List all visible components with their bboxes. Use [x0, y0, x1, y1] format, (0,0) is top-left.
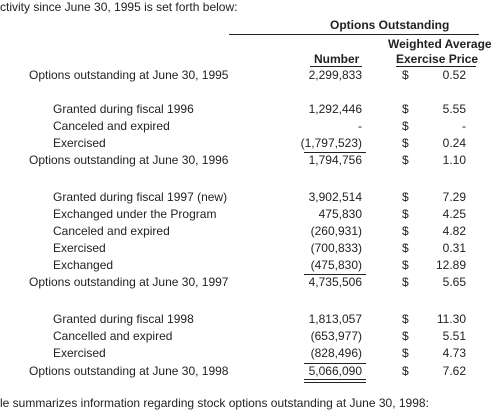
row-price: 5.65	[442, 275, 466, 289]
row-label: Options outstanding at June 30, 1996	[29, 153, 229, 167]
row-dollar-sign: $	[402, 241, 409, 255]
row-price: 12.89	[435, 258, 466, 272]
row-number: 3,902,514	[308, 190, 362, 204]
row-dollar-sign: $	[402, 275, 409, 289]
row-price: 5.51	[442, 329, 466, 343]
row-dollar-sign: $	[402, 329, 409, 343]
row-dollar-sign: $	[402, 190, 409, 204]
row-price: 0.24	[442, 136, 466, 150]
subtotal-rule-1997	[304, 274, 366, 275]
row-number: (475,830)	[310, 258, 362, 272]
header-options-outstanding: Options Outstanding	[330, 18, 450, 32]
row-label: Exchanged	[53, 258, 114, 272]
row-price: 1.10	[442, 153, 466, 167]
row-number: 5,066,090	[308, 364, 362, 378]
row-label: Exercised	[53, 136, 106, 150]
row-price: 7.29	[442, 190, 466, 204]
row-label: Canceled and expired	[53, 224, 170, 238]
row-price: 5.55	[442, 102, 466, 116]
row-price: 0.52	[442, 68, 466, 82]
row-price: 11.30	[436, 312, 466, 326]
row-label: Granted during fiscal 1998	[53, 312, 194, 326]
row-number: (828,496)	[310, 346, 362, 360]
row-price: 4.73	[442, 346, 466, 360]
row-label: Options outstanding at June 30, 1998	[29, 364, 229, 378]
intro-text: ctivity since June 30, 1995 is set forth…	[0, 0, 238, 14]
row-price: 4.25	[442, 207, 466, 221]
row-number: (1,797,523)	[300, 136, 362, 150]
row-dollar-sign: $	[402, 364, 409, 378]
row-number: (653,977)	[310, 329, 362, 343]
row-price: 7.62	[442, 364, 466, 378]
row-label: Exercised	[53, 346, 106, 360]
row-number: (700,833)	[310, 241, 362, 255]
row-number: 4,735,506	[308, 275, 362, 289]
header-exercise-price: Exercise Price	[396, 52, 479, 66]
header-rule	[229, 34, 479, 35]
row-label: Options outstanding at June 30, 1997	[29, 275, 229, 289]
row-number: 1,292,446	[308, 102, 362, 116]
subtotal-rule-1998	[304, 363, 366, 364]
row-number: 2,299,833	[308, 68, 362, 82]
row-number: 1,813,057	[308, 312, 362, 326]
row-price: -	[462, 119, 466, 133]
row-label: Exchanged under the Program	[53, 207, 217, 221]
row-dollar-sign: $	[402, 102, 409, 116]
row-dollar-sign: $	[402, 312, 409, 326]
row-label: Exercised	[53, 241, 106, 255]
row-number: 475,830	[318, 207, 362, 221]
total-double-rule	[304, 379, 366, 383]
row-dollar-sign: $	[402, 258, 409, 272]
row-dollar-sign: $	[402, 207, 409, 221]
row-price: 0.31	[442, 241, 466, 255]
row-label: Granted during fiscal 1996	[53, 102, 194, 116]
summary-text: le summarizes information regarding stoc…	[0, 396, 429, 410]
row-label: Granted during fiscal 1997 (new)	[53, 190, 228, 204]
row-dollar-sign: $	[402, 153, 409, 167]
row-number: -	[358, 119, 362, 133]
number-header-underline	[310, 66, 362, 67]
subtotal-rule-1996	[304, 152, 366, 153]
row-dollar-sign: $	[402, 224, 409, 238]
row-label: Options outstanding at June 30, 1995	[29, 68, 229, 82]
row-dollar-sign: $	[402, 136, 409, 150]
row-number: 1,794,756	[308, 153, 362, 167]
price-header-underline	[396, 66, 476, 67]
row-price: 4.82	[442, 224, 466, 238]
row-label: Canceled and expired	[53, 119, 170, 133]
row-number: (260,931)	[310, 224, 362, 238]
row-label: Cancelled and expired	[53, 329, 173, 343]
header-weighted-average: Weighted Average	[388, 37, 492, 51]
row-dollar-sign: $	[402, 346, 409, 360]
row-dollar-sign: $	[402, 119, 409, 133]
row-dollar-sign: $	[402, 68, 409, 82]
header-number: Number	[314, 52, 360, 66]
